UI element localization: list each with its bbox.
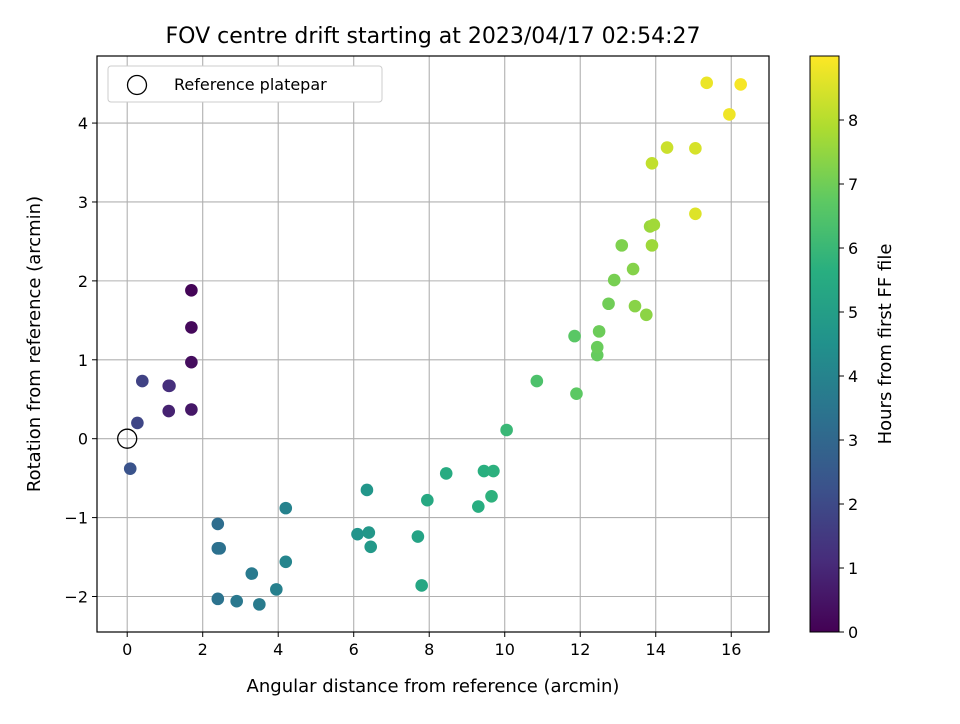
- data-point: [530, 374, 544, 388]
- x-tick-label: 8: [424, 640, 434, 659]
- data-point: [131, 416, 144, 430]
- data-point: [439, 467, 453, 480]
- y-tick-label: 3: [78, 193, 88, 212]
- data-point: [477, 464, 491, 478]
- colorbar-gradient: [809, 55, 840, 633]
- data-point: [360, 483, 374, 497]
- data-point: [590, 340, 604, 354]
- data-points: [123, 76, 747, 611]
- data-point: [628, 299, 642, 313]
- x-axis-ticks: 0 2 4 6 8 10 12 14 16: [122, 632, 741, 659]
- x-tick-label: 4: [273, 640, 283, 659]
- plot-frame: [96, 55, 770, 633]
- data-point: [568, 329, 581, 343]
- colorbar: 0 1 2 3 4 5 6 7 8 Hours from first FF file: [809, 55, 896, 642]
- y-tick-label: 0: [78, 430, 88, 449]
- data-point: [162, 404, 176, 418]
- colorbar-tick-label: 0: [848, 623, 858, 642]
- data-point: [500, 423, 513, 437]
- data-point: [411, 530, 425, 543]
- x-tick-label: 14: [646, 640, 666, 659]
- data-point: [123, 462, 137, 475]
- grid-lines: [97, 56, 769, 632]
- data-point: [645, 239, 659, 252]
- chart-title: FOV centre drift starting at 2023/04/17 …: [166, 24, 701, 49]
- data-point: [723, 108, 736, 121]
- data-point: [689, 142, 702, 155]
- colorbar-label: Hours from first FF file: [875, 244, 896, 445]
- data-point: [253, 598, 266, 611]
- data-point: [615, 239, 629, 252]
- y-tick-label: 2: [78, 272, 88, 291]
- data-point: [647, 218, 661, 232]
- data-point: [211, 517, 225, 531]
- y-tick-label: 1: [78, 351, 88, 370]
- data-point: [700, 76, 714, 90]
- data-point: [415, 579, 428, 592]
- legend-label: Reference platepar: [174, 75, 327, 94]
- data-point: [472, 500, 485, 513]
- y-tick-label: −2: [64, 587, 88, 606]
- data-point: [485, 489, 498, 503]
- colorbar-tick-label: 2: [848, 495, 858, 514]
- y-axis-ticks: −2 −1 0 1 2 3 4: [64, 114, 97, 606]
- data-point: [362, 526, 376, 539]
- x-tick-label: 12: [570, 640, 590, 659]
- y-tick-label: −1: [64, 509, 88, 528]
- data-point: [279, 501, 293, 515]
- data-point: [270, 583, 283, 596]
- data-point: [640, 308, 653, 322]
- data-point: [213, 542, 226, 555]
- x-tick-label: 6: [349, 640, 359, 659]
- data-point: [351, 527, 364, 541]
- colorbar-tick-label: 7: [848, 175, 858, 194]
- x-tick-label: 16: [721, 640, 741, 659]
- data-point: [245, 567, 259, 580]
- data-point: [487, 464, 500, 478]
- data-point: [364, 540, 378, 554]
- data-point: [136, 374, 149, 388]
- x-axis-label: Angular distance from reference (arcmin): [247, 676, 620, 697]
- x-tick-label: 0: [122, 640, 132, 659]
- data-point: [185, 321, 198, 334]
- data-point: [660, 141, 674, 154]
- y-axis-label: Rotation from reference (arcmin): [24, 196, 45, 492]
- colorbar-tick-label: 6: [848, 239, 858, 258]
- data-point: [626, 262, 640, 276]
- data-point: [689, 207, 702, 221]
- data-point: [185, 284, 198, 297]
- data-point: [163, 379, 176, 393]
- colorbar-tick-label: 1: [848, 559, 858, 578]
- data-point: [185, 403, 198, 416]
- data-point: [607, 273, 621, 287]
- data-point: [421, 493, 434, 507]
- reference-marker-layer: [117, 428, 138, 449]
- data-point: [279, 555, 293, 569]
- colorbar-tick-label: 4: [848, 367, 858, 386]
- colorbar-tick-label: 8: [848, 111, 858, 130]
- data-point: [734, 78, 747, 91]
- data-point: [185, 355, 198, 369]
- data-point: [570, 387, 583, 401]
- legend-box: [107, 65, 383, 103]
- colorbar-tick-label: 3: [848, 431, 858, 450]
- data-point: [230, 594, 243, 608]
- y-tick-label: 4: [78, 114, 88, 133]
- legend: Reference platepar: [107, 65, 383, 103]
- data-point: [602, 297, 615, 311]
- x-tick-label: 10: [495, 640, 515, 659]
- colorbar-ticks: 0 1 2 3 4 5 6 7 8: [839, 111, 858, 642]
- reference-platepar-marker: [117, 428, 138, 449]
- data-point: [211, 592, 225, 606]
- x-tick-label: 2: [198, 640, 208, 659]
- legend-open-circle-marker: [126, 74, 148, 96]
- colorbar-tick-label: 5: [848, 303, 858, 322]
- data-point: [592, 325, 606, 338]
- data-point: [645, 157, 659, 170]
